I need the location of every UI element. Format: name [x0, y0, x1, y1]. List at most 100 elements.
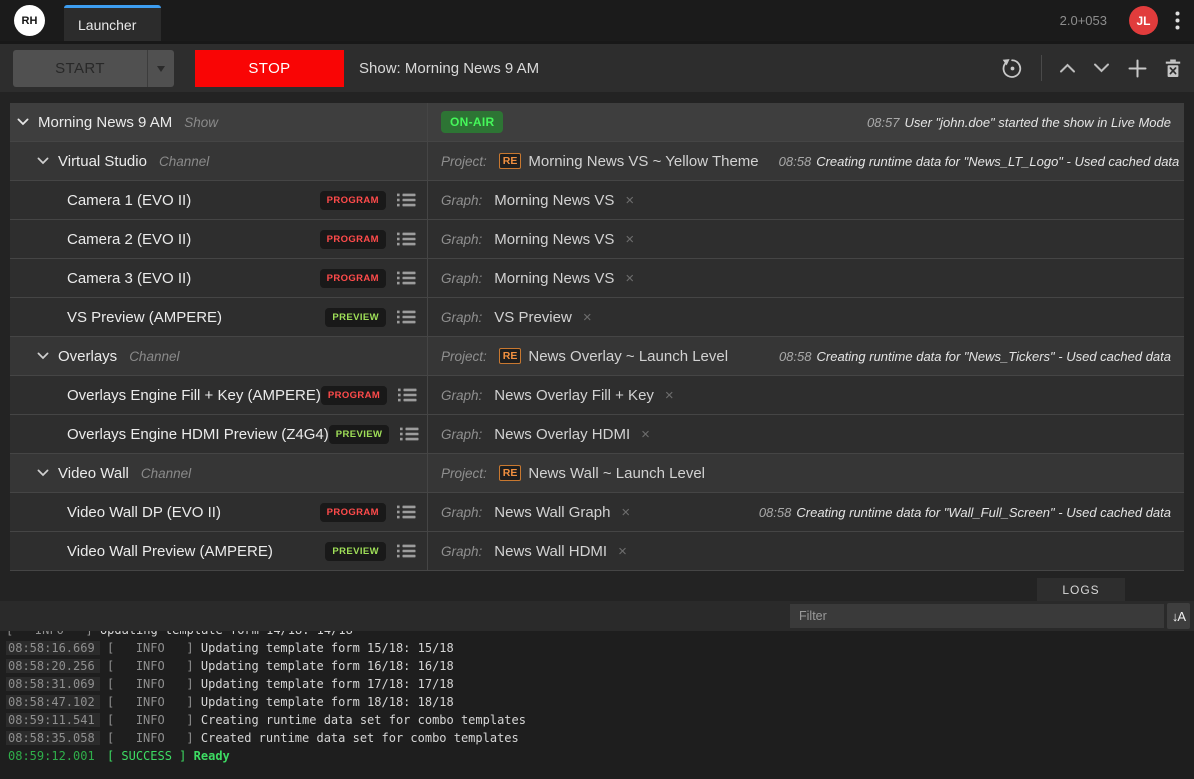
tree-row-output[interactable]: VS Preview (AMPERE) PREVIEW Graph: VS Pr…: [10, 298, 1184, 337]
filter-input[interactable]: [790, 604, 1164, 628]
queue-list-icon[interactable]: [397, 505, 416, 519]
tree-row-show[interactable]: Morning News 9 AM Show ON-AIR 08:57 User …: [10, 103, 1184, 142]
project-label: Project:: [441, 465, 487, 481]
detail-cell: Graph: News Wall Graph × 08:58 Creating r…: [428, 493, 1184, 531]
queue-list-icon[interactable]: [397, 193, 416, 207]
toolbar: START STOP Show: Morning News 9 AM: [0, 44, 1194, 92]
detail-cell: Graph: News Wall HDMI ×: [428, 532, 1184, 570]
graph-name: News Overlay HDMI: [494, 425, 631, 443]
program-badge: PROGRAM: [320, 385, 388, 405]
detail-cell: Graph: Morning News VS ×: [428, 181, 1184, 219]
queue-list-icon[interactable]: [400, 427, 419, 441]
output-name: Overlays Engine HDMI Preview (Z4G4): [67, 425, 329, 443]
graph-name: News Wall Graph: [494, 503, 611, 521]
delete-trash-icon[interactable]: [1165, 59, 1181, 78]
tree-row-output[interactable]: Camera 3 (EVO II) PROGRAM Graph: Morning…: [10, 259, 1184, 298]
channel-name: Video Wall: [58, 464, 129, 482]
project-label: Project:: [441, 348, 487, 364]
event-text: Creating runtime data for "Wall_Full_Scr…: [796, 504, 1171, 520]
tree-row-output[interactable]: Camera 1 (EVO II) PROGRAM Graph: Morning…: [10, 181, 1184, 220]
output-name: Video Wall Preview (AMPERE): [67, 542, 273, 560]
log-panel[interactable]: [ INFO ] Updating template form 14/18: 1…: [0, 631, 1194, 779]
chevron-down-icon[interactable]: [17, 118, 29, 126]
chevron-down-icon[interactable]: [37, 352, 49, 360]
start-button[interactable]: START: [55, 59, 105, 77]
program-badge: PROGRAM: [319, 229, 386, 249]
kebab-menu-icon[interactable]: [1173, 9, 1182, 32]
event-time: 08:58: [778, 153, 812, 169]
queue-list-icon[interactable]: [397, 310, 416, 324]
on-air-badge: ON-AIR: [441, 111, 504, 133]
graph-name: Morning News VS: [494, 269, 615, 287]
tree-row-output[interactable]: Camera 2 (EVO II) PROGRAM Graph: Morning…: [10, 220, 1184, 259]
tree-row-output[interactable]: Overlays Engine Fill + Key (AMPERE) PROG…: [10, 376, 1184, 415]
close-icon[interactable]: ×: [618, 542, 627, 560]
user-avatar[interactable]: JL: [1129, 6, 1158, 35]
event-text: Creating runtime data for "News_LT_Logo"…: [816, 153, 1180, 169]
chevron-up-icon[interactable]: [1059, 63, 1076, 73]
tree-row-channel[interactable]: Virtual Studio Channel Project: RE Morni…: [10, 142, 1184, 181]
graph-name: News Wall HDMI: [494, 542, 608, 560]
autoscroll-toggle[interactable]: ↓A: [1167, 603, 1190, 629]
project-name: Morning News VS ~ Yellow Theme: [528, 152, 759, 170]
preview-badge: PREVIEW: [328, 424, 390, 444]
chevron-down-icon[interactable]: [1093, 63, 1110, 73]
graph-label: Graph:: [441, 192, 483, 208]
add-icon[interactable]: [1127, 58, 1148, 79]
log-filter-bar: ↓A: [0, 601, 1194, 631]
close-icon[interactable]: ×: [625, 269, 635, 287]
output-status: PREVIEW: [325, 307, 427, 327]
row-type-tag: Show: [184, 114, 218, 130]
queue-list-icon[interactable]: [397, 232, 416, 246]
close-icon[interactable]: ×: [621, 503, 631, 521]
start-dropdown-button[interactable]: [147, 49, 174, 87]
graph-name: Morning News VS: [494, 230, 615, 248]
tree-row-output[interactable]: Video Wall DP (EVO II) PROGRAM Graph: Ne…: [10, 493, 1184, 532]
graph-name: News Overlay Fill + Key: [494, 386, 654, 404]
queue-list-icon[interactable]: [398, 388, 417, 402]
channel-name: Virtual Studio: [58, 152, 147, 170]
event-text: Creating runtime data for "News_Tickers"…: [816, 348, 1172, 364]
chevron-down-icon[interactable]: [37, 469, 49, 477]
close-icon[interactable]: ×: [664, 386, 674, 404]
tree-row-output[interactable]: Overlays Engine HDMI Preview (Z4G4) PREV…: [10, 415, 1184, 454]
output-status: PREVIEW: [325, 541, 427, 561]
close-icon[interactable]: ×: [625, 230, 635, 248]
output-name: Camera 3 (EVO II): [67, 269, 192, 287]
graph-label: Graph:: [441, 387, 483, 403]
tree-row-channel[interactable]: Video Wall Channel Project: RE News Wall…: [10, 454, 1184, 493]
close-icon[interactable]: ×: [641, 425, 650, 443]
preview-badge: PREVIEW: [325, 541, 386, 561]
chevron-down-icon[interactable]: [37, 157, 49, 165]
stop-button[interactable]: STOP: [195, 49, 344, 87]
log-line: 08:58:20.256 [ INFO ] Updating template …: [6, 659, 454, 673]
output-name: Camera 1 (EVO II): [67, 191, 192, 209]
output-name: Camera 2 (EVO II): [67, 230, 192, 248]
queue-list-icon[interactable]: [397, 544, 416, 558]
app-logo: RH: [14, 5, 45, 36]
log-line: 08:58:35.058 [ INFO ] Created runtime da…: [6, 731, 519, 745]
queue-list-icon[interactable]: [397, 271, 416, 285]
event-time: 08:58: [778, 348, 812, 364]
tree-cell: Overlays Channel: [10, 337, 428, 375]
detail-cell: Graph: Morning News VS ×: [428, 220, 1184, 258]
history-restore-icon[interactable]: [1001, 57, 1024, 80]
graph-label: Graph:: [441, 309, 483, 325]
tree-row-channel[interactable]: Overlays Channel Project: RE News Overla…: [10, 337, 1184, 376]
output-name: Video Wall DP (EVO II): [67, 503, 221, 521]
show-name: Morning News 9 AM: [38, 113, 173, 131]
event-message: 08:58 Creating runtime data for "News_LT_…: [759, 154, 1180, 169]
tab-logs[interactable]: LOGS: [1037, 578, 1125, 601]
close-icon[interactable]: ×: [625, 191, 635, 209]
output-status: PROGRAM: [320, 385, 428, 405]
tree-cell: Virtual Studio Channel: [10, 142, 428, 180]
project-name: News Wall ~ Launch Level: [528, 464, 705, 482]
row-type-tag: Channel: [158, 153, 210, 169]
re-project-icon: RE: [498, 153, 522, 169]
close-icon[interactable]: ×: [582, 308, 592, 326]
output-status: PROGRAM: [319, 190, 427, 210]
program-badge: PROGRAM: [319, 268, 386, 288]
tree-row-output[interactable]: Video Wall Preview (AMPERE) PREVIEW Grap…: [10, 532, 1184, 571]
tab-launcher[interactable]: Launcher: [64, 5, 161, 41]
